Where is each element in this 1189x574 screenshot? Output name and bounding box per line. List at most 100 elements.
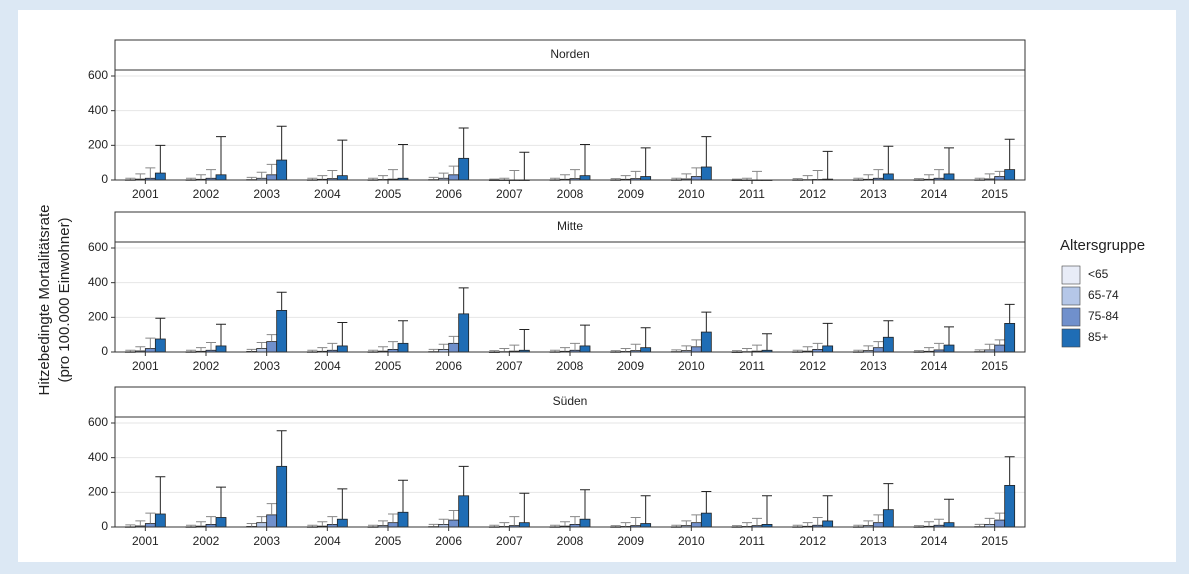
error-bar <box>448 335 459 344</box>
error-bar <box>256 171 267 179</box>
error-bar <box>560 521 570 527</box>
bar <box>448 174 460 181</box>
error-bar <box>196 174 206 180</box>
error-bar <box>984 343 995 350</box>
error-bar <box>428 348 439 352</box>
bar <box>579 175 591 181</box>
bar <box>215 174 227 181</box>
error-bar <box>812 342 823 350</box>
error-bar <box>863 520 874 526</box>
error-bar <box>438 172 449 179</box>
error-bar <box>155 317 166 339</box>
error-bar <box>196 347 206 352</box>
bar <box>882 509 894 528</box>
error-bar <box>256 516 267 523</box>
error-bar <box>398 320 408 344</box>
bar <box>154 513 166 528</box>
error-bar <box>630 343 641 351</box>
bar <box>256 522 268 528</box>
error-bar <box>519 328 530 351</box>
panel-background <box>115 70 1025 180</box>
error-bar <box>994 170 1005 177</box>
error-bar <box>620 348 631 352</box>
error-bar <box>135 520 146 526</box>
y-tick-label: 0 <box>101 519 108 533</box>
y-tick-label: 600 <box>88 415 108 429</box>
bar <box>215 345 227 353</box>
bar <box>387 522 399 528</box>
error-bar <box>924 174 934 180</box>
x-tick-label: 2003 <box>253 359 280 373</box>
x-tick-label: 2007 <box>496 187 523 201</box>
error-bar <box>327 342 338 351</box>
bar <box>640 176 652 181</box>
error-bar <box>620 522 631 527</box>
x-tick-label: 2009 <box>617 534 644 548</box>
error-bar <box>984 517 995 525</box>
bar <box>1004 169 1016 181</box>
error-bar <box>196 521 206 527</box>
error-bar <box>388 169 398 180</box>
x-tick-label: 2013 <box>860 534 887 548</box>
error-bar <box>448 165 459 175</box>
legend-title: Altersgruppe <box>1060 237 1145 254</box>
bar <box>700 331 712 353</box>
bar <box>336 175 348 181</box>
error-bar <box>509 344 520 352</box>
error-bar <box>691 339 702 347</box>
error-bar <box>145 337 156 349</box>
error-bar <box>378 520 388 526</box>
bar <box>448 342 460 353</box>
error-bar <box>276 430 287 467</box>
bar <box>154 172 166 181</box>
error-bar <box>499 522 510 527</box>
error-bar <box>378 175 388 180</box>
error-bar <box>944 498 954 523</box>
x-tick-label: 2008 <box>557 534 584 548</box>
bar <box>256 348 268 353</box>
legend-label: <65 <box>1088 267 1109 281</box>
error-bar <box>337 322 348 346</box>
x-tick-label: 2011 <box>739 359 765 373</box>
x-tick-label: 2007 <box>496 359 523 373</box>
error-bar <box>742 522 752 527</box>
error-bar <box>994 512 1005 521</box>
bar <box>144 348 156 353</box>
error-bar <box>934 169 944 179</box>
legend-swatch <box>1061 307 1081 327</box>
panel-border <box>114 416 1026 528</box>
error-bar <box>570 169 580 179</box>
x-tick-label: 2012 <box>799 359 826 373</box>
bar <box>640 347 652 353</box>
bar <box>872 347 884 353</box>
error-bar <box>216 323 226 346</box>
x-tick-label: 2003 <box>253 534 280 548</box>
facet-strip <box>114 211 1026 243</box>
panel-border <box>114 241 1026 353</box>
error-bar <box>317 347 328 352</box>
error-bar <box>822 495 833 521</box>
x-tick-label: 2014 <box>921 534 948 548</box>
error-bar <box>135 346 146 351</box>
x-tick-label: 2013 <box>860 187 887 201</box>
error-bar <box>812 516 823 526</box>
bar <box>397 511 409 528</box>
error-bar <box>630 170 641 179</box>
bar <box>266 174 278 181</box>
bar <box>336 518 348 528</box>
error-bar <box>762 495 772 525</box>
y-tick-label: 600 <box>88 240 108 254</box>
bar <box>266 341 278 353</box>
error-bar <box>135 173 146 180</box>
error-bar <box>155 144 166 174</box>
bar <box>994 344 1006 353</box>
error-bar <box>580 324 590 346</box>
error-bar <box>580 489 590 520</box>
y-tick-label: 0 <box>101 172 108 186</box>
bar <box>266 514 278 528</box>
error-bar <box>276 291 287 311</box>
error-bar <box>398 479 408 513</box>
bar <box>690 522 702 528</box>
x-tick-label: 2005 <box>375 187 402 201</box>
legend-label: 65-74 <box>1088 288 1119 302</box>
